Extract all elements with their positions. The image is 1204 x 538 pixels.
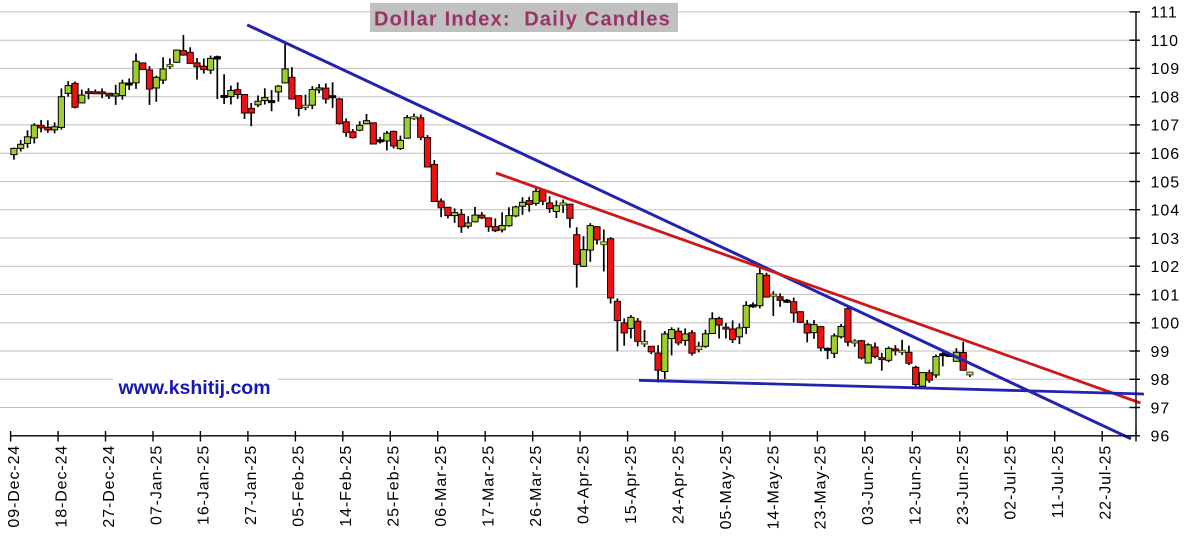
svg-text:27-Jan-25: 27-Jan-25 <box>243 445 260 525</box>
svg-text:109: 109 <box>1151 61 1181 78</box>
svg-text:101: 101 <box>1151 287 1181 304</box>
svg-text:105: 105 <box>1151 174 1181 191</box>
svg-text:17-Mar-25: 17-Mar-25 <box>481 445 498 527</box>
svg-text:106: 106 <box>1151 146 1181 163</box>
svg-text:26-Mar-25: 26-Mar-25 <box>528 445 545 527</box>
svg-text:23-Jun-25: 23-Jun-25 <box>955 445 972 525</box>
svg-text:18-Dec-24: 18-Dec-24 <box>53 445 70 528</box>
svg-text:12-Jun-25: 12-Jun-25 <box>908 445 925 525</box>
svg-text:23-May-25: 23-May-25 <box>813 445 830 530</box>
svg-text:99: 99 <box>1151 344 1171 361</box>
svg-text:24-Apr-25: 24-Apr-25 <box>670 445 687 524</box>
svg-text:04-Apr-25: 04-Apr-25 <box>575 445 592 524</box>
svg-text:06-Mar-25: 06-Mar-25 <box>433 445 450 527</box>
svg-text:16-Jan-25: 16-Jan-25 <box>196 445 213 525</box>
svg-text:100: 100 <box>1151 316 1181 333</box>
svg-text:107: 107 <box>1151 118 1181 135</box>
svg-text:www.kshitij.com: www.kshitij.com <box>118 377 271 399</box>
svg-text:108: 108 <box>1151 90 1181 107</box>
svg-text:14-Feb-25: 14-Feb-25 <box>338 445 355 527</box>
svg-text:96: 96 <box>1151 429 1171 446</box>
svg-text:15-Apr-25: 15-Apr-25 <box>623 445 640 524</box>
svg-text:03-Jun-25: 03-Jun-25 <box>860 445 877 525</box>
svg-text:27-Dec-24: 27-Dec-24 <box>101 445 118 528</box>
svg-text:110: 110 <box>1151 33 1180 50</box>
svg-text:98: 98 <box>1151 372 1171 389</box>
svg-text:05-Feb-25: 05-Feb-25 <box>291 445 308 527</box>
svg-text:111: 111 <box>1151 5 1178 22</box>
svg-text:05-May-25: 05-May-25 <box>718 445 735 530</box>
svg-text:Dollar Index: Daily Candles: Dollar Index: Daily Candles <box>374 9 671 31</box>
svg-text:97: 97 <box>1151 400 1171 417</box>
svg-text:102: 102 <box>1151 259 1181 276</box>
svg-text:09-Dec-24: 09-Dec-24 <box>6 445 23 528</box>
svg-text:22-Jul-25: 22-Jul-25 <box>1098 445 1115 520</box>
svg-text:11-Jul-25: 11-Jul-25 <box>1050 445 1067 519</box>
svg-text:14-May-25: 14-May-25 <box>765 445 782 530</box>
svg-text:25-Feb-25: 25-Feb-25 <box>386 445 403 527</box>
svg-text:07-Jan-25: 07-Jan-25 <box>148 445 165 525</box>
svg-text:104: 104 <box>1151 203 1181 220</box>
svg-text:02-Jul-25: 02-Jul-25 <box>1003 445 1020 520</box>
svg-text:103: 103 <box>1151 231 1181 248</box>
